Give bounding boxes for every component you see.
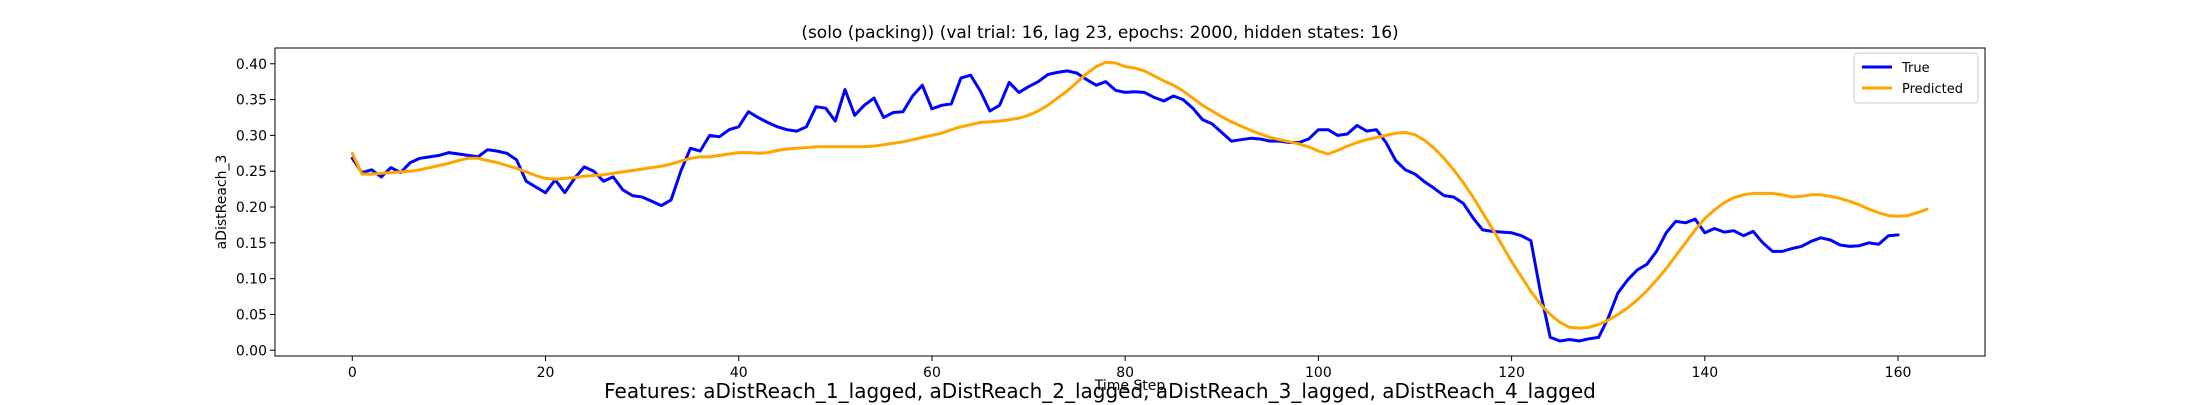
x-axis-title: Time Step bbox=[1094, 378, 1166, 394]
y-axis: 0.00 0.05 0.10 0.15 0.20 0.25 0.30 0.35 0.40 bbox=[236, 57, 275, 359]
x-tick-label: 20 bbox=[537, 365, 555, 381]
x-tick-label: 120 bbox=[1498, 365, 1525, 381]
legend: True Predicted bbox=[1853, 52, 1979, 104]
x-tick-label: 0 bbox=[348, 365, 357, 381]
y-tick-label: 0.00 bbox=[236, 343, 267, 359]
features-caption: Features: aDistReach_1_lagged, aDistReac… bbox=[604, 379, 1596, 403]
x-tick-label: 80 bbox=[1116, 365, 1134, 381]
y-tick-label: 0.15 bbox=[236, 236, 267, 252]
x-tick-label: 60 bbox=[923, 365, 941, 381]
x-axis: 0 20 40 60 80 100 120 140 160 bbox=[348, 356, 1912, 381]
x-tick-label: 140 bbox=[1691, 365, 1718, 381]
y-tick-label: 0.25 bbox=[236, 164, 267, 180]
chart-title: (solo (packing)) (val trial: 16, lag 23,… bbox=[801, 23, 1398, 43]
legend-label-true: True bbox=[1901, 61, 1930, 76]
x-tick-label: 40 bbox=[730, 365, 748, 381]
legend-label-predicted: Predicted bbox=[1902, 82, 1963, 97]
y-tick-label: 0.10 bbox=[236, 272, 267, 288]
x-tick-label: 160 bbox=[1885, 365, 1912, 381]
series-line-predicted bbox=[350, 60, 1929, 330]
y-tick-label: 0.20 bbox=[236, 200, 267, 216]
y-tick-label: 0.35 bbox=[236, 93, 267, 109]
y-tick-label: 0.40 bbox=[236, 57, 267, 73]
y-tick-label: 0.05 bbox=[236, 307, 267, 323]
series-line-true bbox=[350, 69, 1900, 343]
y-axis-title: aDistReach_3 bbox=[214, 155, 230, 250]
x-tick-label: 100 bbox=[1305, 365, 1332, 381]
plot-frame bbox=[274, 47, 1986, 357]
series-layer bbox=[350, 60, 1929, 343]
y-tick-label: 0.30 bbox=[236, 128, 267, 144]
